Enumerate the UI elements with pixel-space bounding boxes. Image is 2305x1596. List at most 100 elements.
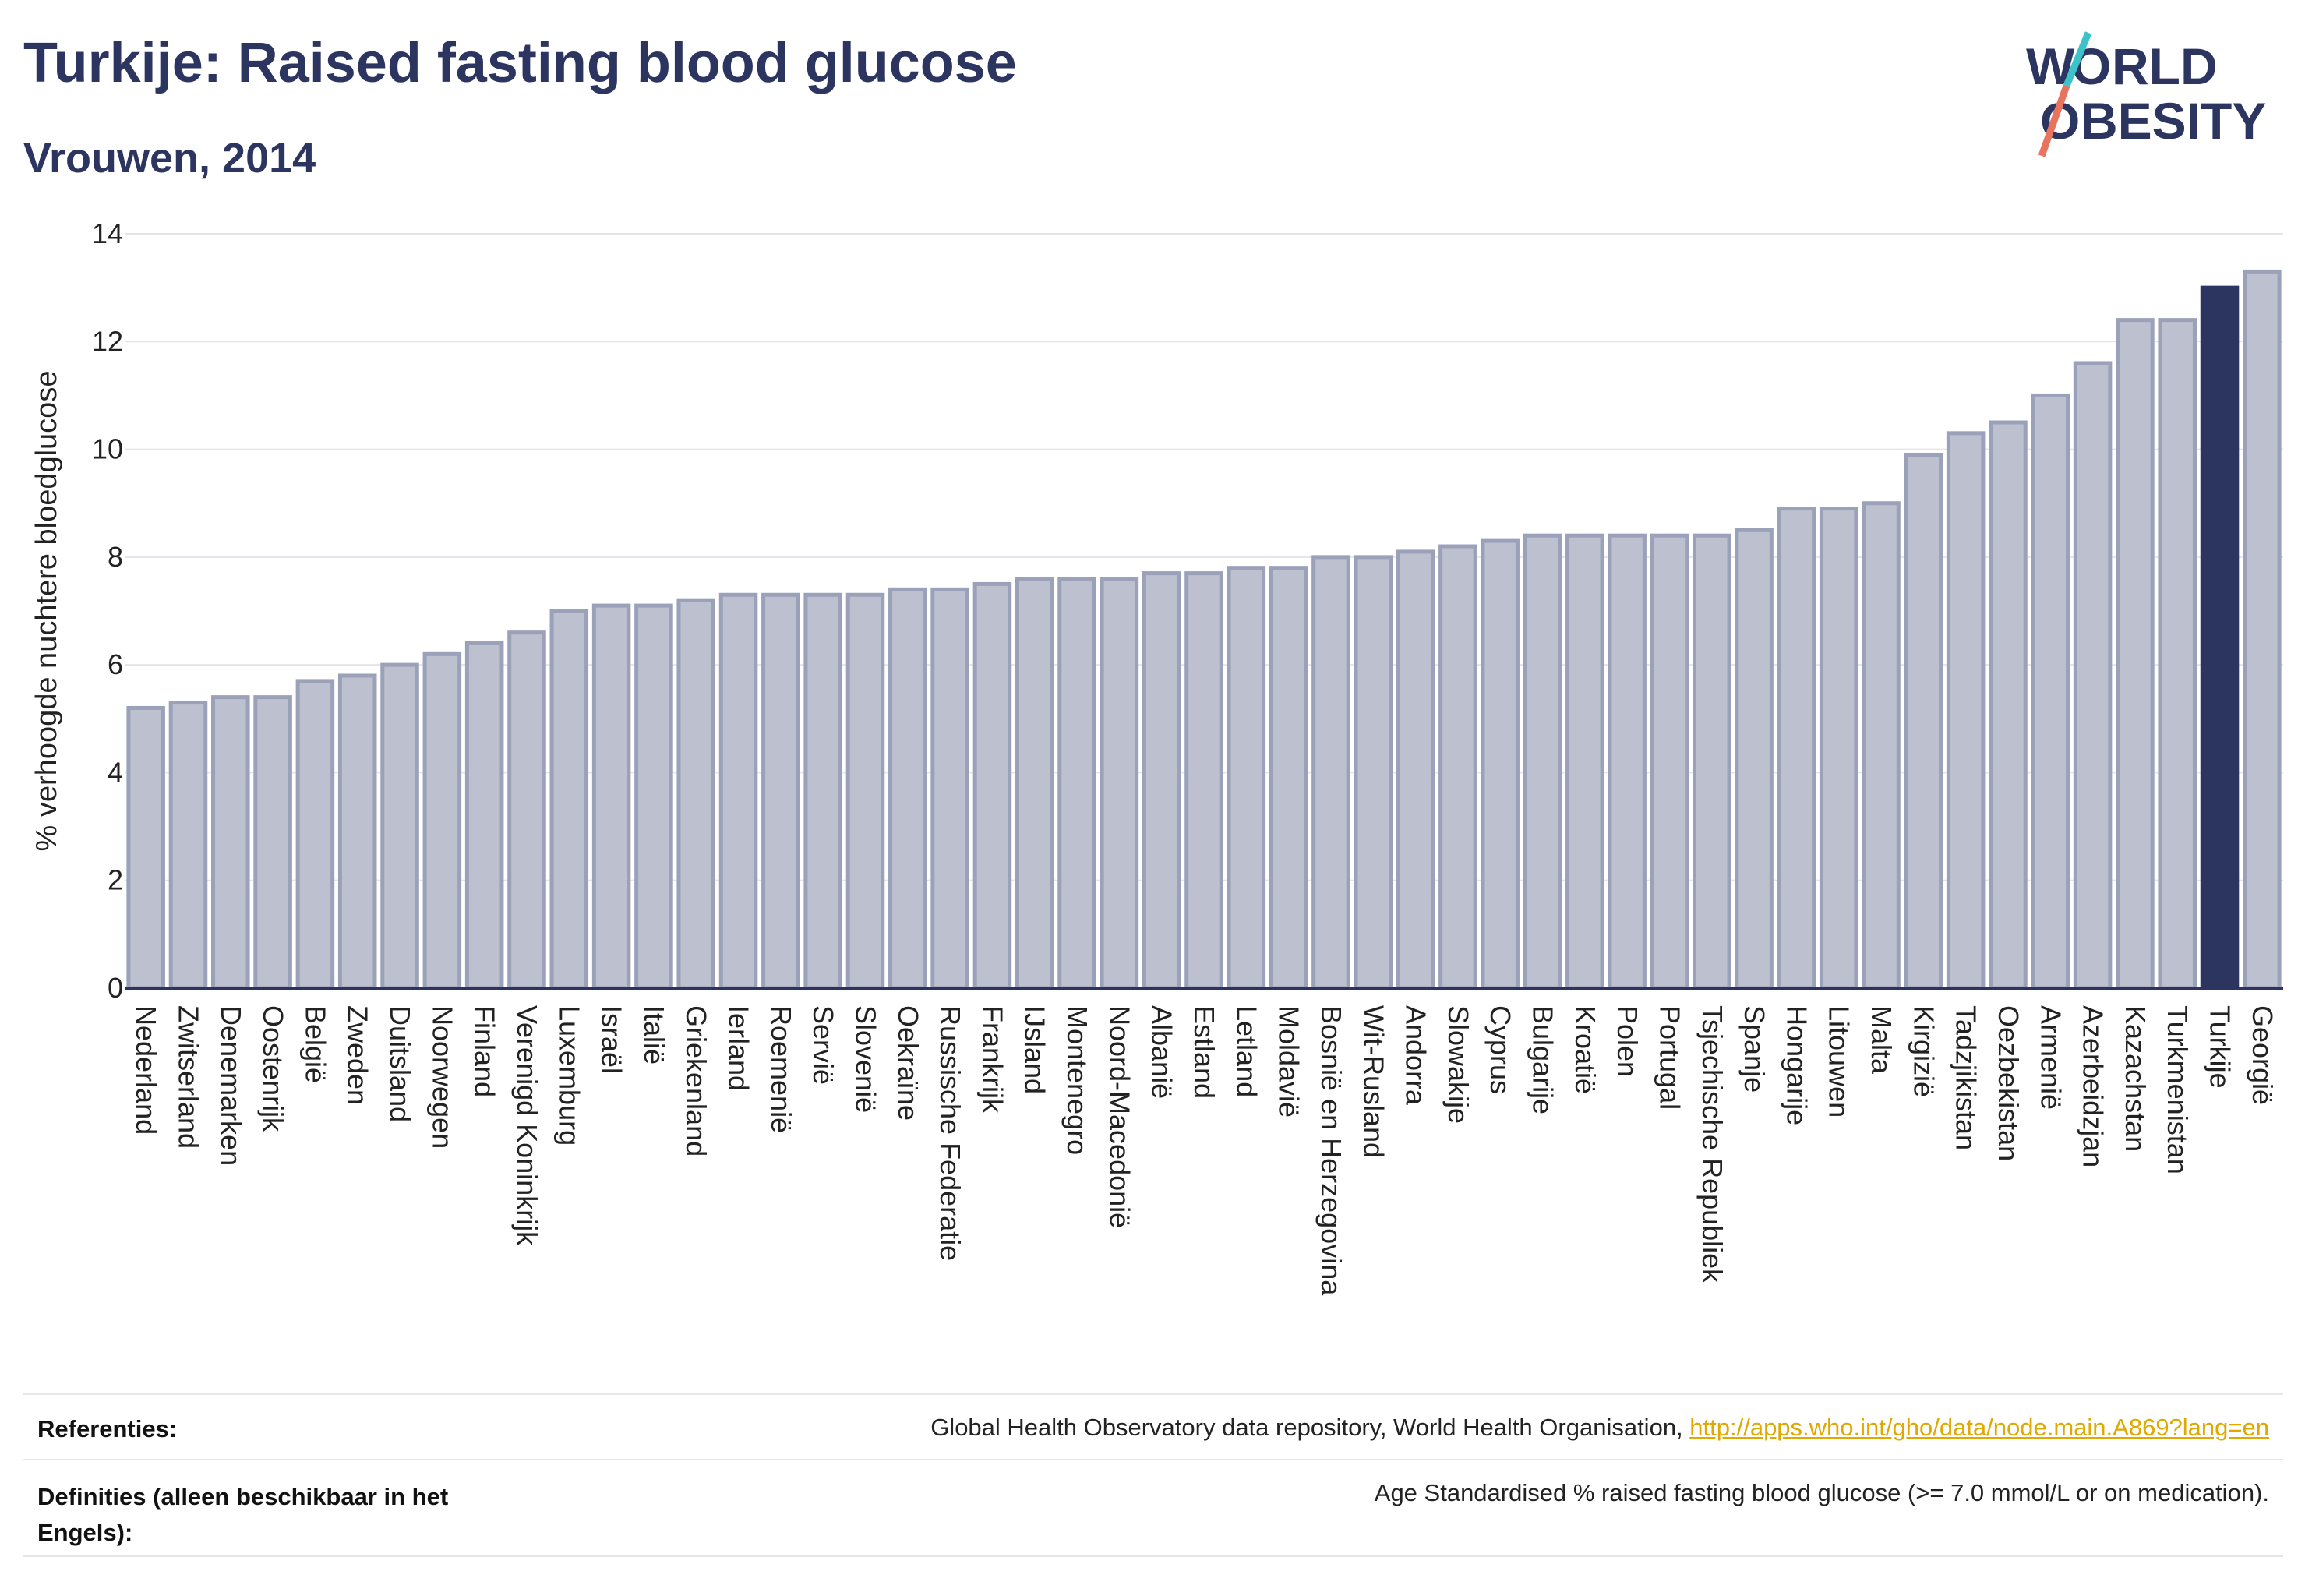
x-tick-label: Portugal <box>1654 1005 1686 1110</box>
y-tick-label: 4 <box>108 756 123 788</box>
x-tick-label: Azerbeidzjan <box>2077 1005 2109 1167</box>
bar-turkmenistan <box>2158 318 2197 990</box>
x-tick-label: Polen <box>1611 1005 1643 1077</box>
x-tick-label: Griekenland <box>680 1005 712 1156</box>
bar-turkije <box>2200 285 2240 990</box>
x-tick-label: Noorwegen <box>426 1005 458 1149</box>
x-tick-label: Slovenië <box>849 1005 881 1113</box>
bar-georgi- <box>2243 269 2282 990</box>
bar-kroati- <box>1565 533 1604 990</box>
bar-albani- <box>1142 571 1181 990</box>
x-tick-label: Oekraïne <box>892 1005 924 1121</box>
x-tick-label: Georgië <box>2247 1005 2279 1105</box>
x-tick-label: Wit-Rusland <box>1357 1005 1389 1158</box>
x-tick-label: Spanje <box>1738 1005 1770 1093</box>
y-axis-title: % verhoogde nuchtere bloedglucose <box>30 371 63 852</box>
bar-azerbeidzjan <box>2073 361 2113 990</box>
bar-montenegro <box>1057 577 1096 990</box>
svg-text:BESITY: BESITY <box>2081 92 2266 150</box>
x-tick-label: Frankrijk <box>976 1005 1008 1114</box>
references-link[interactable]: http://apps.who.int/gho/data/node.main.A… <box>1689 1414 2269 1441</box>
y-tick-label: 10 <box>92 433 123 465</box>
bar-cyprus <box>1481 538 1520 990</box>
references-text: Global Health Observatory data repositor… <box>930 1414 2269 1442</box>
bar-chart: 0 2 4 6 8 10 12 14 Nederland Zwitserland Denemark… <box>30 217 2283 1296</box>
bar-tadzjikistan <box>1946 431 1986 990</box>
x-tick-label: Tadzjikistan <box>1950 1005 1982 1150</box>
bar-letland <box>1227 566 1266 990</box>
x-tick-label: Turkmenistan <box>2162 1005 2194 1174</box>
bar-litouwen <box>1819 507 1858 990</box>
x-tick-label: België <box>299 1005 331 1083</box>
x-tick-label: Zweden <box>342 1005 374 1105</box>
x-tick-label: Kazachstan <box>2120 1005 2151 1152</box>
y-tick-label: 14 <box>92 217 123 249</box>
bar-ijsland <box>1015 577 1054 990</box>
bar-isra-l <box>591 603 631 990</box>
references-source: Global Health Observatory data repositor… <box>930 1414 1690 1441</box>
x-tick-label: Ierland <box>723 1005 755 1091</box>
x-tick-label: IJsland <box>1019 1005 1051 1094</box>
bar-slowakije <box>1438 544 1477 990</box>
x-tick-label: Oezbekistan <box>1993 1005 2024 1161</box>
bar-bosni-en-herzegovina <box>1311 555 1350 990</box>
bar-griekenland <box>676 598 716 990</box>
x-tick-label: Tsjechische Republiek <box>1696 1005 1728 1284</box>
bar-kirgizi- <box>1904 452 1943 990</box>
bar-wit-rusland <box>1354 555 1393 990</box>
y-tick-label: 12 <box>92 325 123 357</box>
x-tick-label: Turkije <box>2204 1005 2236 1089</box>
references-label: Referenties: <box>37 1415 178 1442</box>
x-tick-label: Italië <box>638 1005 670 1065</box>
bar-zweden <box>337 673 377 990</box>
bar-estland <box>1184 571 1223 990</box>
x-tick-label: Verenigd Koninkrijk <box>511 1005 543 1246</box>
x-tick-label: Litouwen <box>1823 1005 1855 1118</box>
bar-verenigd-koninkrijk <box>507 630 546 990</box>
bar-frankrijk <box>972 581 1012 990</box>
bar-oekra-ne <box>888 587 927 990</box>
x-tick-label: Nederland <box>130 1005 162 1135</box>
bar-denemarken <box>211 695 250 990</box>
bar-luxemburg <box>549 609 589 990</box>
definitions-text: Age Standardised % raised fasting blood … <box>1374 1479 2269 1506</box>
x-tick-label: Israël <box>596 1005 628 1074</box>
page-title: Turkije: Raised fasting blood glucose <box>23 32 1017 94</box>
y-tick-label: 6 <box>108 648 123 680</box>
x-tick-label: Bosnië en Herzegovina <box>1315 1005 1347 1296</box>
x-tick-label: Albanië <box>1146 1005 1178 1099</box>
bar-oezbekistan <box>1989 420 2028 990</box>
bar-roemeni- <box>761 592 800 990</box>
x-tick-label: Slowakije <box>1442 1005 1474 1124</box>
bar-andorra <box>1396 549 1435 990</box>
bar-zwitserland <box>168 701 208 990</box>
x-tick-label: Russische Federatie <box>934 1005 966 1261</box>
bar-duitsland <box>380 662 419 990</box>
world-obesity-logo: W O RLD O BESITY <box>2026 31 2266 157</box>
x-tick-label: Denemarken <box>215 1005 247 1166</box>
x-tick-label: Andorra <box>1400 1005 1432 1106</box>
x-axis-labels: Nederland Zwitserland Denemarken Oostenrijk… <box>130 1005 2279 1296</box>
bar-servi- <box>803 592 842 990</box>
x-tick-label: Duitsland <box>384 1005 416 1122</box>
bar-nederland <box>126 705 165 990</box>
page-subtitle: Vrouwen, 2014 <box>23 135 316 182</box>
x-tick-label: Servië <box>807 1005 839 1085</box>
bar-tsjechische-republiek <box>1692 533 1731 990</box>
bar-polen <box>1608 533 1647 990</box>
bar-sloveni- <box>845 592 885 990</box>
bar-belgi- <box>295 679 335 990</box>
y-tick-label: 2 <box>108 864 123 896</box>
bar-russische-federatie <box>930 587 969 990</box>
x-tick-label: Armenië <box>2035 1005 2067 1110</box>
bar-oostenrijk <box>253 695 292 990</box>
x-tick-label: Zwitserland <box>172 1005 204 1149</box>
x-tick-label: Cyprus <box>1484 1005 1516 1094</box>
footer-divider-bottom <box>23 1555 2283 1557</box>
y-tick-label: 8 <box>108 541 123 573</box>
footer-divider-top <box>23 1393 2283 1395</box>
bar-malta <box>1862 501 1901 990</box>
bar-spanje <box>1735 528 1774 990</box>
x-tick-label: Malta <box>1866 1005 1897 1075</box>
y-tick-label: 0 <box>108 972 123 1004</box>
